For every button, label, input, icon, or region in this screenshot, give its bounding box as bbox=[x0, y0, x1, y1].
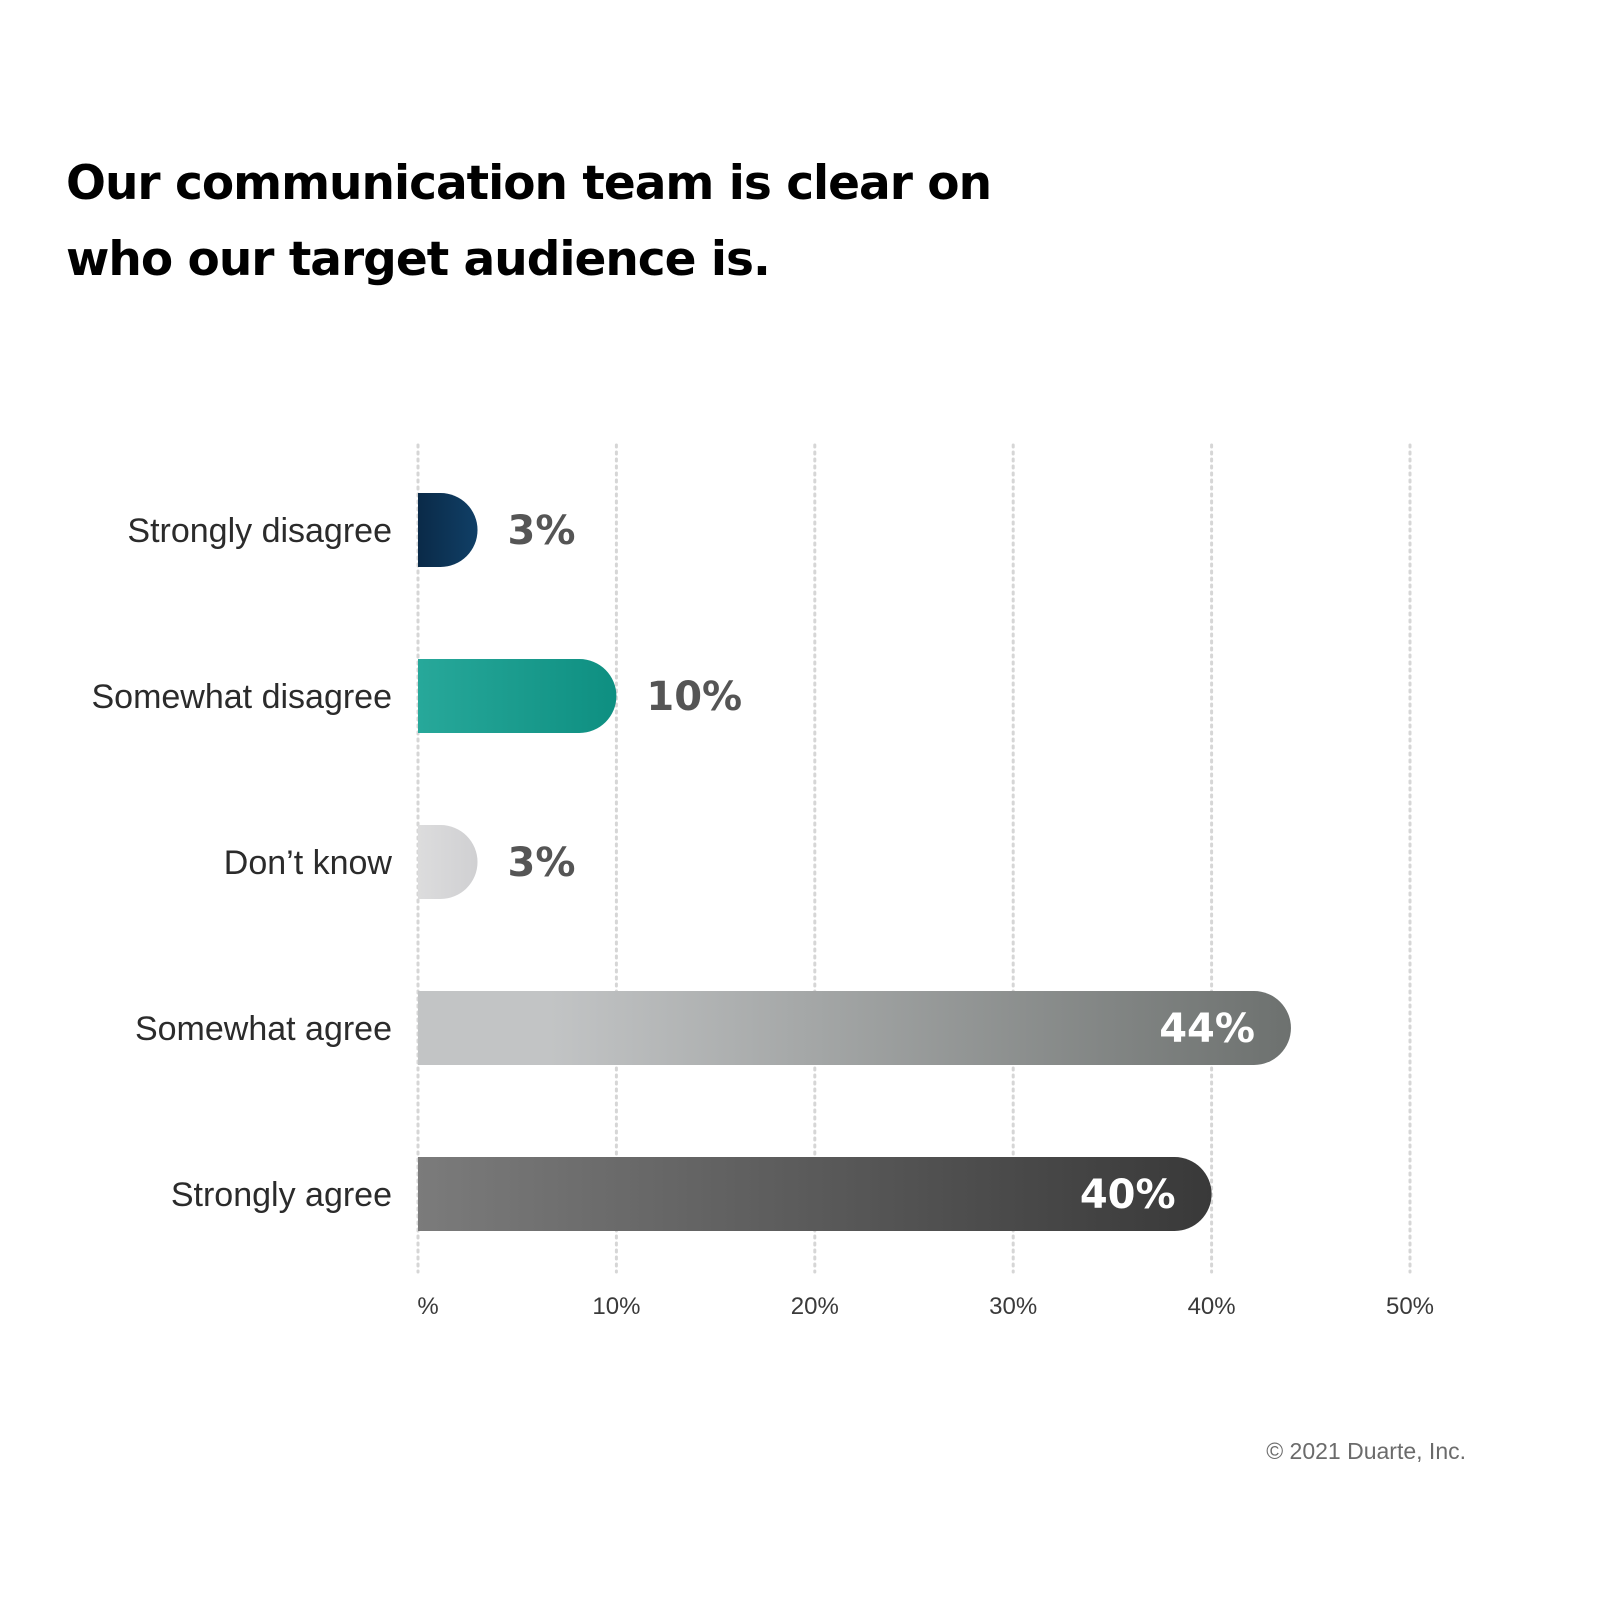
x-tick-label: 30% bbox=[989, 1293, 1037, 1320]
x-tick-label: 10% bbox=[592, 1293, 640, 1320]
chart-title: Our communication team is clear on who o… bbox=[66, 146, 1166, 298]
category-label: Strongly disagree bbox=[127, 512, 392, 550]
bar bbox=[418, 1157, 1212, 1231]
bar bbox=[418, 493, 478, 567]
value-label: 40% bbox=[1080, 1172, 1176, 1218]
value-label: 3% bbox=[508, 840, 576, 886]
labels: % 10% 20% 30% 40% 50% Strongly disagree 3% Somew… bbox=[91, 508, 1434, 1320]
x-tick-label: 50% bbox=[1386, 1293, 1434, 1320]
bars bbox=[418, 493, 1291, 1231]
bar bbox=[418, 825, 478, 900]
category-label: Strongly agree bbox=[171, 1176, 392, 1214]
value-label: 10% bbox=[646, 674, 742, 720]
x-tick-label: 20% bbox=[791, 1293, 839, 1320]
x-tick-label: 40% bbox=[1188, 1293, 1236, 1320]
copyright-text: © 2021 Duarte, Inc. bbox=[1266, 1438, 1466, 1464]
category-label: Somewhat disagree bbox=[91, 678, 392, 716]
title-line-2: who our target audience is. bbox=[66, 232, 771, 287]
x-tick-label: % bbox=[417, 1293, 438, 1320]
title-line-1: Our communication team is clear on bbox=[66, 156, 992, 211]
category-label: Don’t know bbox=[224, 844, 393, 882]
bar bbox=[418, 659, 617, 734]
bar bbox=[418, 991, 1291, 1065]
value-label: 44% bbox=[1159, 1006, 1255, 1052]
value-label: 3% bbox=[508, 508, 576, 554]
category-label: Somewhat agree bbox=[135, 1010, 392, 1048]
